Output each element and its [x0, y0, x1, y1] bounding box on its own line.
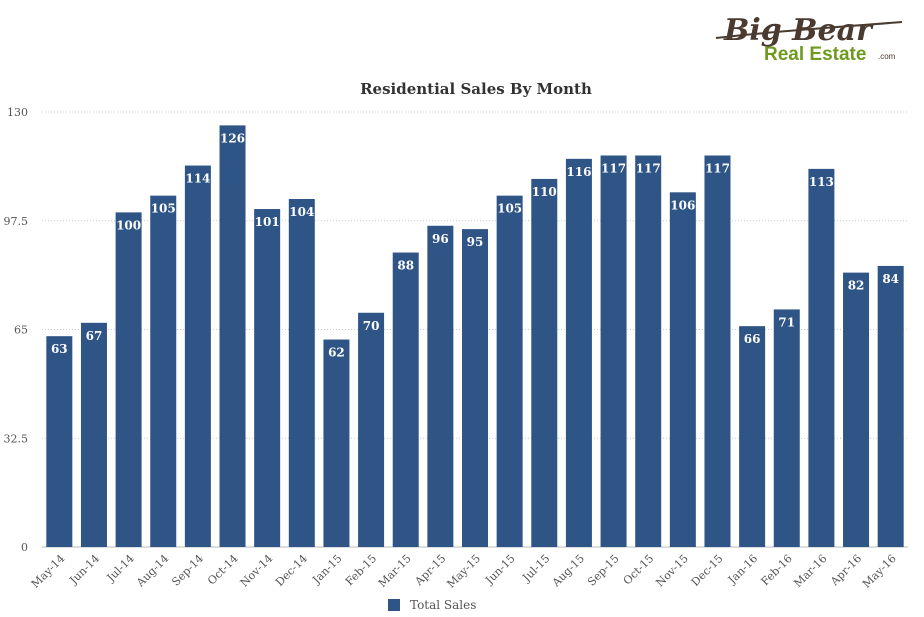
data-label: 116	[566, 165, 591, 179]
bar-mar-15	[392, 252, 419, 548]
x-tick-label: May-15	[444, 552, 483, 591]
logo-line1: Big Bear	[723, 13, 874, 48]
data-label: 95	[467, 235, 484, 249]
bar-may-15	[462, 229, 488, 547]
bar-oct-14	[219, 125, 246, 547]
legend: Total Sales	[388, 598, 476, 612]
bar-feb-15	[358, 312, 385, 547]
x-tick-label: Aug-14	[133, 552, 171, 590]
bar-jul-14	[115, 212, 142, 547]
data-label: 104	[289, 205, 314, 219]
data-label: 82	[848, 279, 865, 293]
data-label: 70	[363, 319, 380, 333]
data-label: 100	[116, 218, 141, 232]
bar-nov-14	[254, 209, 281, 548]
x-tick-label: Jan-16	[725, 552, 760, 587]
x-tick-label: Oct-15	[621, 552, 657, 588]
big-bear-real-estate-logo: Big Bear Real Estate .com	[715, 13, 903, 65]
bar-mar-16	[808, 168, 835, 547]
bar-jun-14	[80, 322, 107, 547]
x-tick-label: Aug-15	[549, 552, 587, 590]
logo-swoosh	[715, 21, 903, 39]
x-tick-label: Dec-14	[273, 552, 310, 589]
logo-suffix: .com	[878, 52, 896, 61]
y-axis-tick-labels: 0 32.5 65 97.5 130	[4, 106, 29, 554]
data-label: 62	[328, 346, 345, 360]
bar-sep-14	[184, 165, 211, 548]
bar-may-16	[877, 265, 904, 547]
x-tick-label: Sep-15	[585, 552, 622, 589]
x-tick-label: Feb-15	[343, 552, 379, 588]
x-tick-label: Jun-15	[482, 552, 518, 588]
logo-line2: Real Estate	[764, 44, 866, 65]
x-tick-label: Jan-15	[309, 552, 344, 587]
bar-jan-15	[323, 339, 350, 547]
y-tick-label: 97.5	[4, 215, 29, 228]
x-tick-label: Apr-16	[827, 552, 864, 589]
bar-dec-14	[288, 199, 315, 547]
bar-oct-15	[635, 155, 662, 547]
bar-aug-15	[565, 158, 592, 547]
data-label: 105	[497, 202, 522, 216]
legend-swatch	[388, 599, 400, 611]
x-tick-label: Feb-16	[759, 552, 795, 588]
data-label: 117	[636, 162, 661, 176]
bar-sep-15	[600, 155, 627, 547]
chart-title: Residential Sales By Month	[360, 80, 592, 98]
data-label: 106	[670, 198, 695, 212]
x-tick-label: May-16	[860, 552, 899, 591]
x-tick-label: May-14	[29, 552, 68, 591]
data-label: 84	[882, 272, 899, 286]
legend-label-total-sales: Total Sales	[410, 598, 476, 612]
bar-dec-15	[704, 155, 731, 547]
x-tick-label: Dec-15	[689, 552, 726, 589]
y-tick-label: 0	[21, 541, 28, 554]
data-label: 96	[432, 232, 449, 246]
x-tick-label: Mar-16	[791, 552, 829, 590]
x-tick-label: Jul-15	[519, 552, 552, 585]
y-tick-label: 65	[14, 324, 28, 337]
x-tick-label: Sep-14	[169, 552, 206, 589]
bar-apr-15	[427, 225, 454, 547]
data-label: 126	[220, 131, 245, 145]
x-tick-label: Jul-14	[104, 552, 137, 585]
bar-jun-15	[496, 195, 523, 547]
data-label: 71	[778, 315, 795, 329]
data-label: 113	[809, 175, 834, 189]
data-label: 88	[397, 259, 414, 273]
x-tick-label: Oct-14	[205, 552, 241, 588]
x-tick-label: Mar-15	[376, 552, 414, 590]
bars	[46, 125, 904, 548]
bar-jul-15	[531, 178, 558, 547]
data-label: 63	[51, 342, 68, 356]
data-label: 114	[185, 172, 210, 186]
x-tick-label: Apr-15	[412, 552, 449, 589]
y-tick-label: 32.5	[4, 432, 29, 445]
y-tick-label: 130	[7, 106, 28, 119]
bar-jan-16	[739, 326, 766, 547]
x-tick-label: Nov-14	[238, 552, 276, 590]
bar-feb-16	[773, 309, 800, 547]
data-labels: 63 67 100 105 114 126 101 104 62 70 88 96 95 105 110 11…	[51, 131, 899, 359]
data-label: 110	[532, 185, 557, 199]
data-label: 101	[255, 215, 280, 229]
data-label: 117	[601, 162, 626, 176]
bar-apr-16	[843, 272, 870, 547]
data-label: 117	[705, 162, 730, 176]
bar-may-14	[46, 336, 73, 547]
data-label: 66	[744, 332, 761, 346]
x-tick-label: Nov-15	[653, 552, 691, 590]
bar-nov-15	[669, 192, 696, 548]
data-label: 67	[86, 329, 103, 343]
bar-aug-14	[150, 195, 177, 547]
x-tick-label: Jun-14	[67, 552, 103, 588]
data-label: 105	[151, 202, 176, 216]
